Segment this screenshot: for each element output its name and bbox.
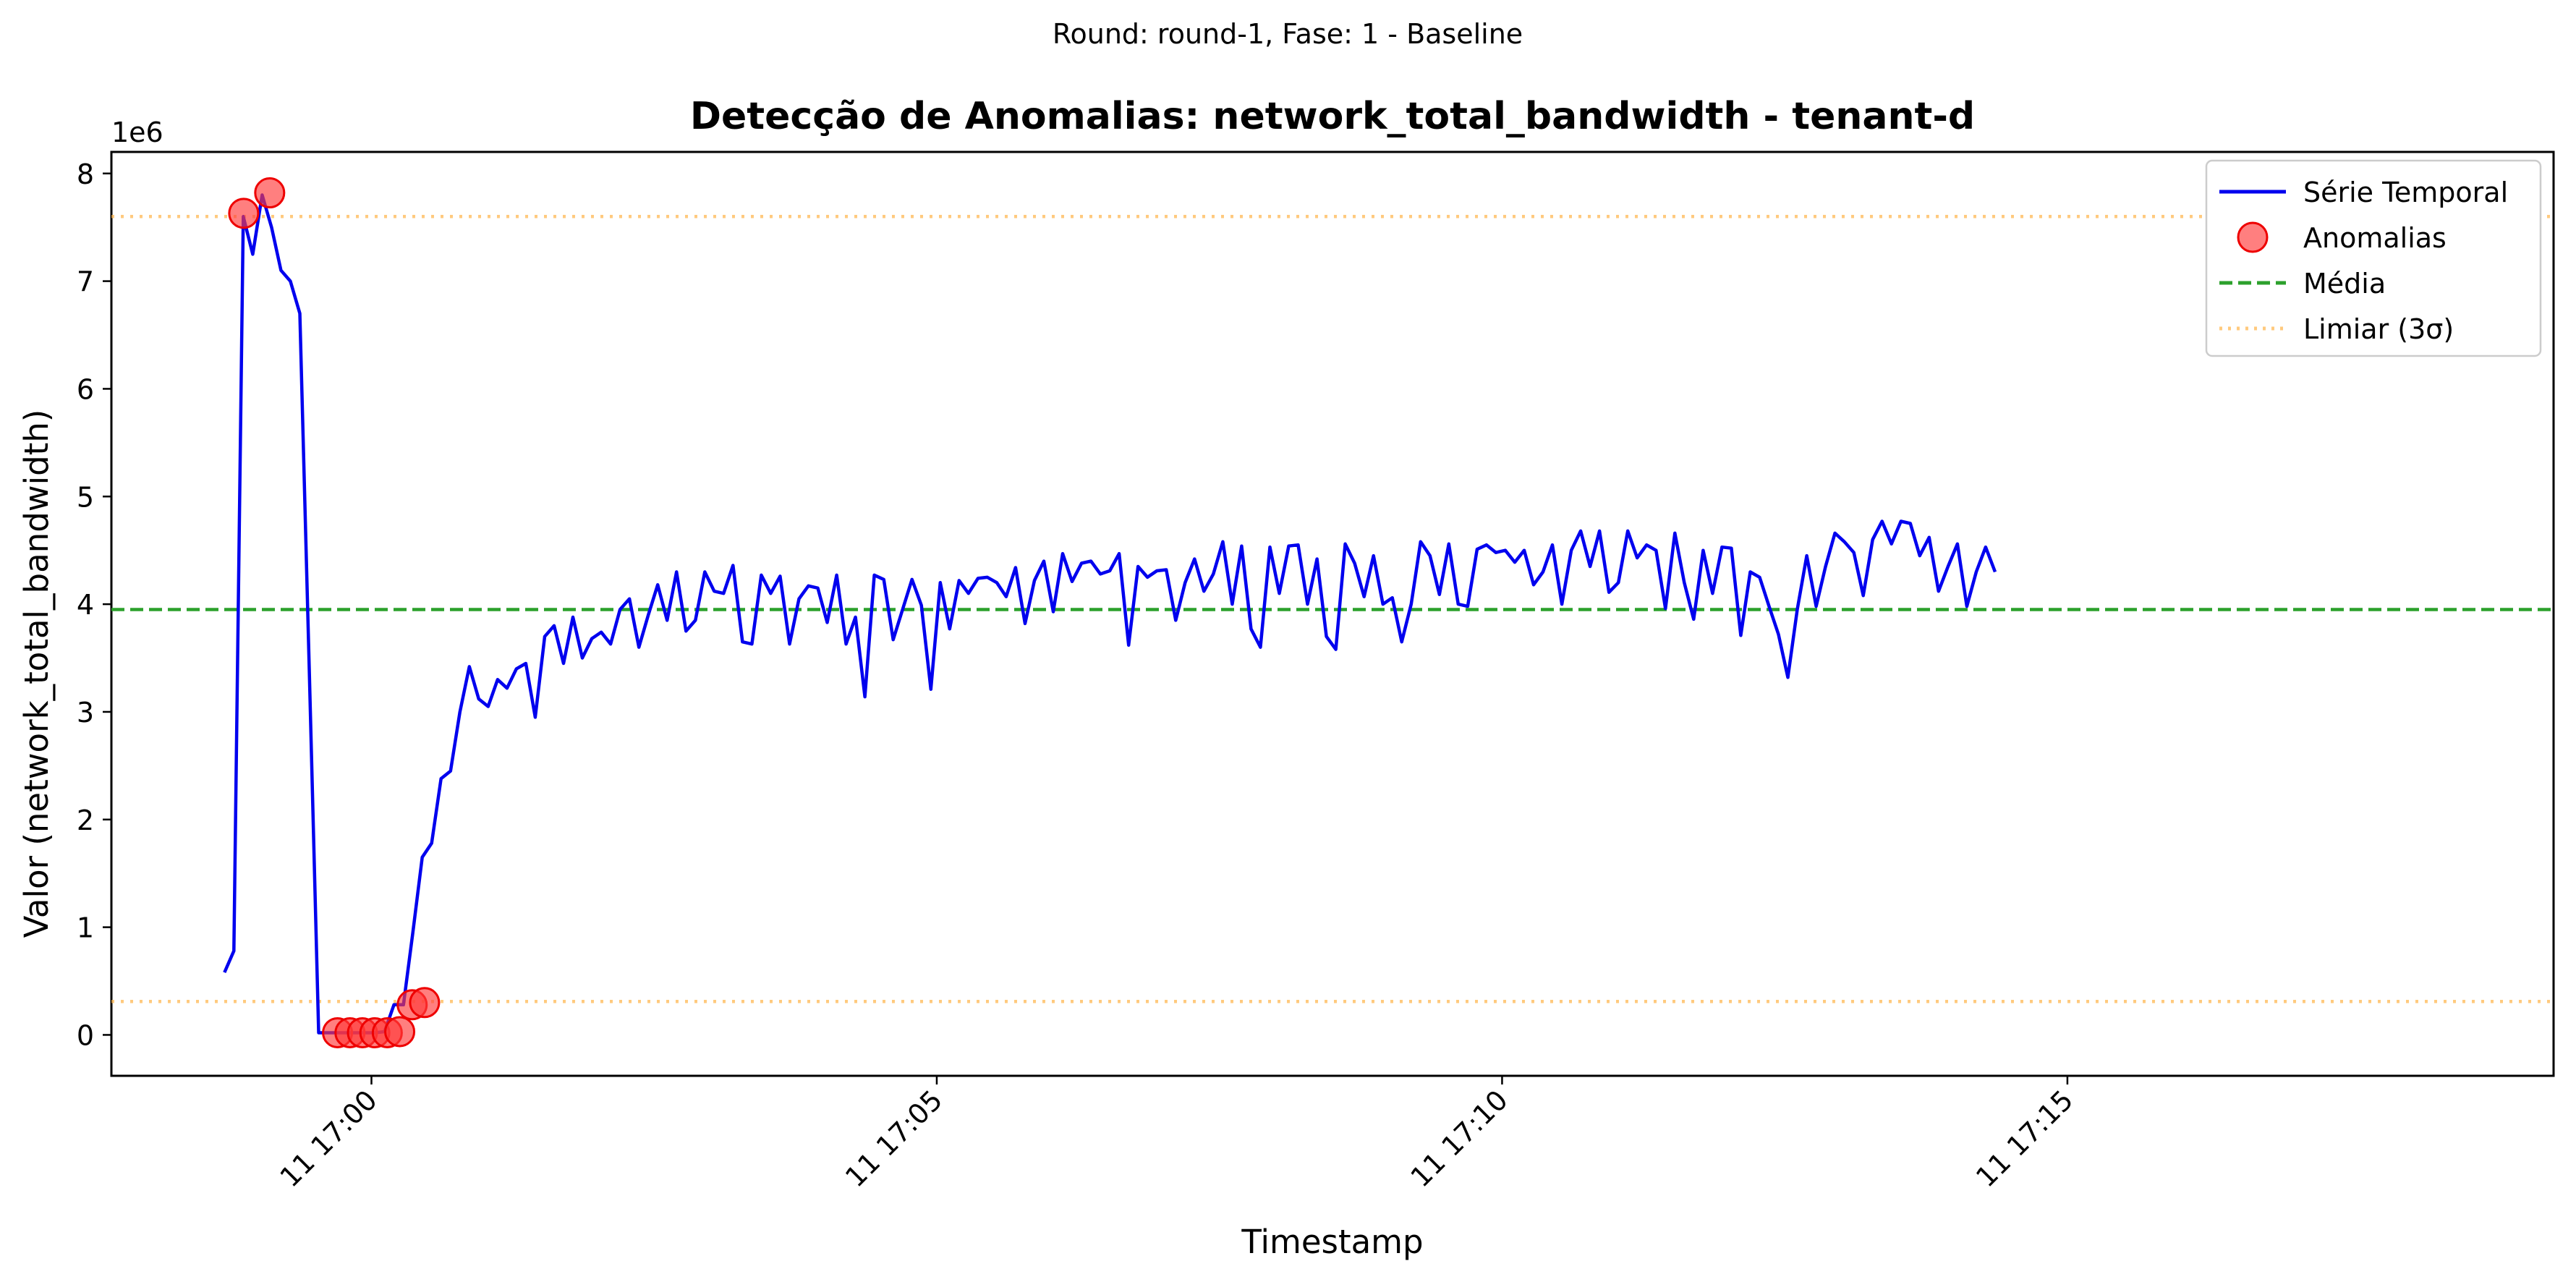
anomaly-point: [384, 1016, 416, 1048]
plot-frame: [110, 150, 2555, 1077]
anomaly-point: [409, 987, 441, 1019]
x-tick-label: 11 17:10: [1405, 1084, 1514, 1193]
legend-anomaly-label: Anomalias: [2303, 222, 2447, 254]
anomaly-point: [228, 198, 260, 229]
legend-mean-label: Média: [2303, 268, 2386, 300]
chart-legend: Série Temporal Anomalias Média Limiar (3…: [2205, 159, 2542, 357]
y-tick-label: 6: [77, 373, 94, 405]
x-tick-label: 11 17:00: [274, 1084, 383, 1193]
y-axis-label: Valor (network_total_bandwidth): [17, 409, 56, 938]
y-tick-label: 4: [77, 589, 94, 621]
y-tick-label: 7: [77, 266, 94, 298]
anomaly-point: [254, 177, 286, 209]
y-tick-label: 5: [77, 481, 94, 513]
y-tick-label: 3: [77, 697, 94, 729]
plot-area: 0 1 2 3 4 5 6 7 8 11 17:00 11 17:05 11 17:10 11 17:1…: [77, 150, 2555, 1194]
y-offset-label: 1e6: [111, 116, 163, 148]
legend-anomaly-marker-icon: [2237, 221, 2269, 253]
y-tick-label: 2: [77, 805, 94, 836]
y-tick-label: 8: [77, 158, 94, 190]
y-tick-label: 1: [77, 912, 94, 944]
x-tick-label: 11 17:15: [1970, 1084, 2079, 1193]
chart-suptitle: Round: round-1, Fase: 1 - Baseline: [1053, 18, 1523, 50]
x-axis-label: Timestamp: [1241, 1223, 1423, 1261]
chart-title: Detecção de Anomalias: network_total_ban…: [690, 95, 1975, 138]
y-tick-label: 0: [77, 1019, 94, 1051]
series-line: [223, 193, 1997, 1035]
x-tick-label: 11 17:05: [839, 1084, 948, 1193]
legend-series-label: Série Temporal: [2303, 177, 2508, 208]
legend-threshold-label: Limiar (3σ): [2303, 313, 2454, 345]
legend-box: [2205, 159, 2542, 357]
